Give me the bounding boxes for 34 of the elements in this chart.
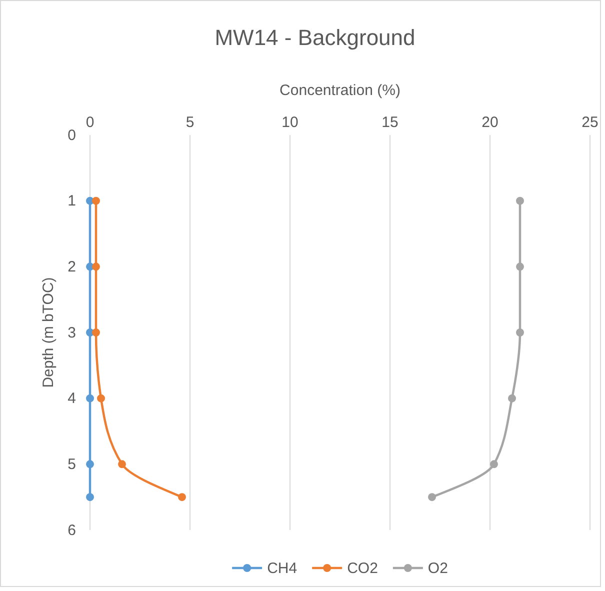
x-tick-label: 5: [186, 114, 194, 131]
point: [92, 328, 100, 336]
y-tick-label: 4: [68, 390, 76, 408]
x-tick-label: 10: [282, 114, 298, 131]
point: [428, 493, 436, 502]
x-tick-label: 20: [482, 114, 498, 131]
point: [516, 196, 524, 205]
chart-title: MW14 - Background: [214, 25, 416, 50]
y-axis-title: Depth (m bTOC): [40, 277, 57, 388]
legend-label: CH4: [267, 560, 298, 577]
point: [92, 196, 100, 205]
y-tick-label: 0: [68, 126, 76, 144]
point: [178, 493, 186, 502]
point: [86, 493, 94, 502]
y-tick-label: 6: [68, 522, 76, 539]
point: [86, 460, 94, 468]
x-tick-label: 25: [582, 114, 598, 131]
legend-label: CO2: [347, 560, 378, 577]
point: [508, 394, 516, 402]
point: [97, 394, 105, 402]
point: [516, 262, 524, 271]
point: [516, 328, 524, 336]
point: [118, 460, 126, 468]
point: [86, 394, 94, 402]
legend-label: O2: [428, 560, 448, 577]
y-tick-label: 1: [68, 192, 76, 210]
x-axis-title: Concentration (%): [280, 82, 400, 99]
point: [92, 262, 100, 271]
x-tick-label: 0: [86, 114, 94, 131]
point: [490, 460, 498, 468]
y-tick-label: 2: [68, 258, 76, 276]
y-tick-label: 5: [68, 456, 76, 473]
y-tick-label: 3: [68, 324, 76, 342]
x-tick-label: 15: [382, 114, 398, 131]
